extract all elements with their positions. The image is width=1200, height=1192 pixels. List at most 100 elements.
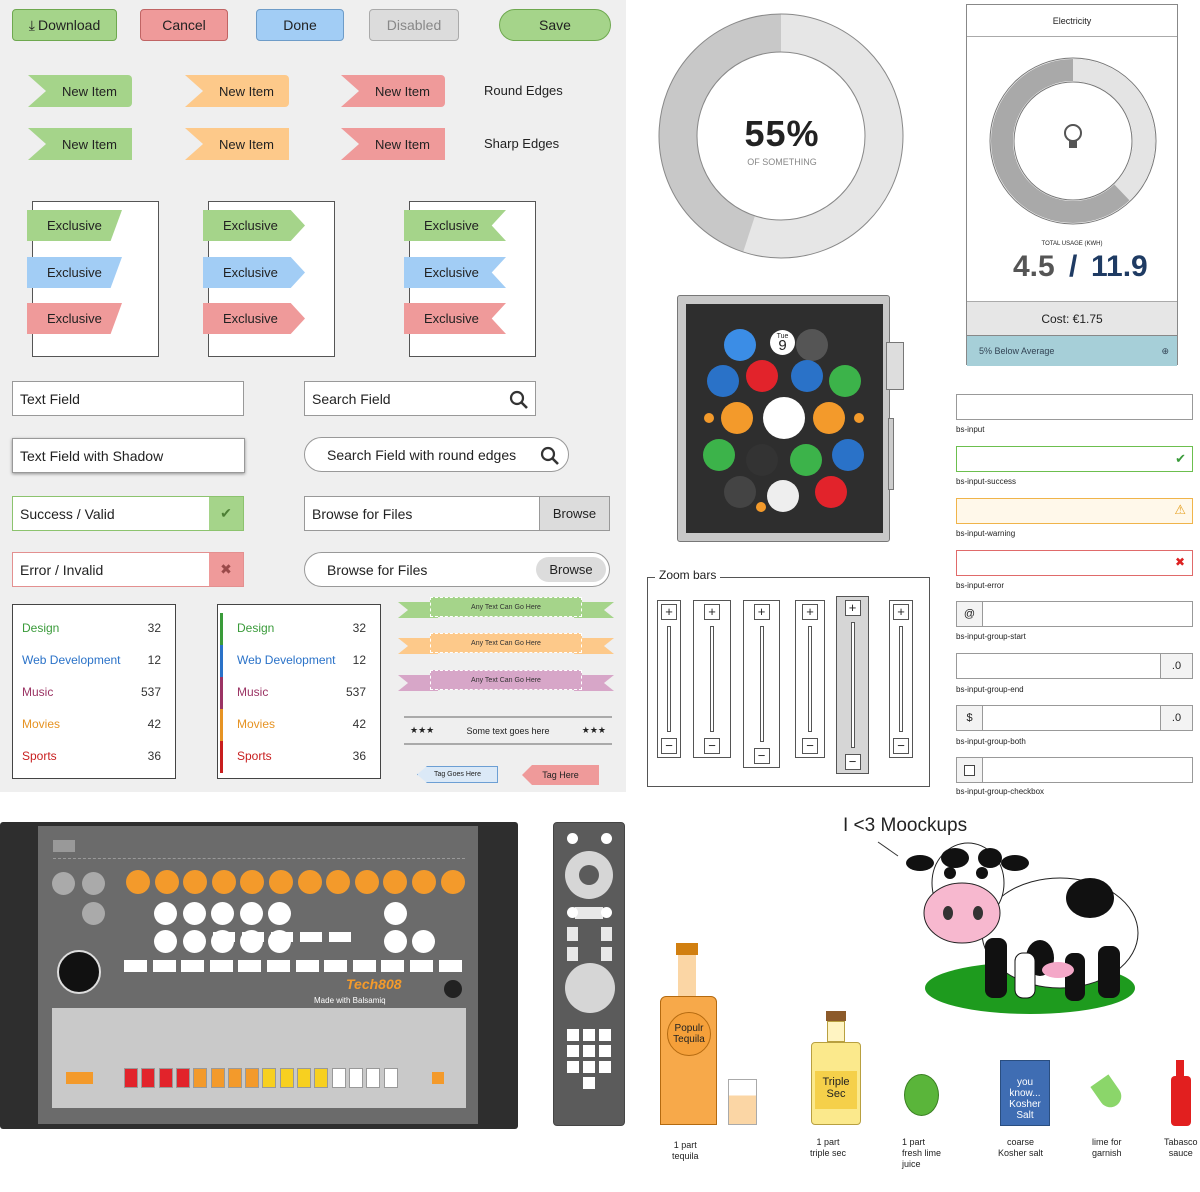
zoom-out-icon[interactable]: −: [661, 738, 677, 754]
list-item[interactable]: Movies 42: [22, 717, 161, 731]
white-pad[interactable]: [211, 902, 234, 925]
number-key[interactable]: [567, 1061, 579, 1073]
number-key[interactable]: [567, 1029, 579, 1041]
step-key[interactable]: [245, 1068, 260, 1088]
right-pad[interactable]: [432, 1072, 444, 1084]
step-key[interactable]: [348, 1068, 363, 1088]
list-item[interactable]: Music 537: [227, 685, 366, 699]
number-key[interactable]: [599, 1045, 611, 1057]
step-key[interactable]: [175, 1068, 190, 1088]
step-key[interactable]: [124, 1068, 138, 1088]
tag-blue[interactable]: Tag Goes Here: [417, 766, 498, 783]
step-key[interactable]: [141, 1068, 156, 1088]
white-key[interactable]: [271, 932, 293, 942]
success-field[interactable]: Success / Valid ✔: [12, 496, 244, 531]
step-key[interactable]: [193, 1068, 208, 1088]
weather-app-icon[interactable]: [724, 329, 756, 361]
white-key[interactable]: [267, 960, 290, 972]
fitness-app-icon[interactable]: [746, 444, 778, 476]
step-key[interactable]: [210, 1068, 225, 1088]
white-key[interactable]: [124, 960, 147, 972]
number-key[interactable]: [583, 1045, 595, 1057]
white-key[interactable]: [329, 932, 351, 942]
done-button[interactable]: Done: [256, 9, 344, 41]
zoom-in-icon[interactable]: +: [893, 604, 909, 620]
save-button[interactable]: Save: [499, 9, 611, 41]
round-key[interactable]: [567, 907, 578, 918]
zoom-out-icon[interactable]: −: [844, 754, 861, 770]
list-item[interactable]: Movies 42: [227, 717, 366, 731]
bs-input-field[interactable]: [956, 394, 1193, 420]
browse-field[interactable]: Browse for Files Browse: [304, 496, 610, 531]
bs-input-group-start-field[interactable]: @: [956, 601, 1193, 627]
cancel-button[interactable]: Cancel: [140, 9, 228, 41]
zoom-in-icon[interactable]: +: [753, 604, 770, 620]
rocker-key[interactable]: [567, 947, 578, 961]
white-key[interactable]: [242, 932, 264, 942]
safari-app-icon[interactable]: [707, 365, 739, 397]
tag-green-round[interactable]: New Item: [28, 75, 132, 107]
white-pad[interactable]: [384, 902, 407, 925]
zoom-in-icon[interactable]: +: [844, 600, 861, 616]
white-key[interactable]: [181, 960, 205, 972]
search-field[interactable]: Search Field: [304, 381, 536, 416]
white-key[interactable]: [352, 960, 376, 972]
white-pad[interactable]: [239, 902, 263, 925]
tag-red-round[interactable]: New Item: [341, 75, 445, 107]
white-key[interactable]: [238, 960, 262, 972]
white-key[interactable]: [438, 960, 462, 972]
orange-pad[interactable]: [297, 870, 322, 894]
orange-pad[interactable]: [269, 870, 293, 894]
white-key[interactable]: [300, 932, 322, 942]
number-key[interactable]: [567, 1045, 579, 1057]
tag-orange-sharp[interactable]: New Item: [185, 128, 289, 160]
white-key[interactable]: [324, 960, 348, 972]
clock-app-icon[interactable]: [763, 397, 805, 439]
white-pad[interactable]: [154, 930, 177, 953]
playback-wheel[interactable]: [565, 963, 615, 1013]
tag-red-sharp[interactable]: New Item: [341, 128, 445, 160]
number-key[interactable]: [599, 1029, 611, 1041]
photos-app-icon[interactable]: [767, 480, 799, 512]
world-clock-app-icon[interactable]: [721, 402, 753, 434]
tempo-knob[interactable]: [444, 980, 462, 998]
bs-input-success-field[interactable]: ✔: [956, 446, 1193, 472]
step-key[interactable]: [383, 1068, 398, 1088]
round-key[interactable]: [601, 833, 612, 844]
white-key[interactable]: [295, 960, 319, 972]
white-pad[interactable]: [412, 930, 435, 953]
round-key[interactable]: [601, 907, 612, 918]
number-key[interactable]: [583, 1029, 595, 1041]
zoom-out-icon[interactable]: −: [704, 738, 720, 754]
tag-red[interactable]: Tag Here: [522, 765, 599, 785]
browse-button[interactable]: Browse: [536, 557, 606, 582]
list-item[interactable]: Design 32: [227, 621, 366, 635]
orange-pad[interactable]: [240, 870, 265, 894]
orange-pad[interactable]: [383, 870, 408, 894]
orange-pad[interactable]: [354, 870, 379, 894]
gray-knob[interactable]: [82, 902, 105, 925]
white-key[interactable]: [410, 960, 433, 972]
music-app-icon[interactable]: [746, 360, 778, 392]
average-bar[interactable]: 5% Below Average ⊕: [967, 335, 1177, 366]
white-pad[interactable]: [384, 930, 407, 953]
watch-crown[interactable]: [886, 342, 904, 390]
rocker-key[interactable]: [567, 927, 578, 941]
tag-green-sharp[interactable]: New Item: [28, 128, 132, 160]
orange-pad[interactable]: [183, 870, 208, 894]
watch-button[interactable]: [888, 418, 894, 490]
white-key[interactable]: [381, 960, 405, 972]
step-key[interactable]: [227, 1068, 242, 1088]
bs-input-error-field[interactable]: ✖: [956, 550, 1193, 576]
browse-field-round[interactable]: Browse for Files Browse: [304, 552, 610, 587]
white-key[interactable]: [213, 932, 235, 942]
bs-input-group-both-field[interactable]: $ .0: [956, 705, 1193, 731]
play-app-icon[interactable]: [832, 439, 864, 471]
orange-pad[interactable]: [326, 870, 351, 894]
download-button[interactable]: ⤓ Download: [12, 9, 117, 41]
browse-button[interactable]: Browse: [539, 497, 609, 530]
bs-input-group-end-field[interactable]: .0: [956, 653, 1193, 679]
white-pad[interactable]: [268, 902, 291, 925]
list-item[interactable]: Web Development 12: [22, 653, 161, 667]
white-key[interactable]: [152, 960, 176, 972]
